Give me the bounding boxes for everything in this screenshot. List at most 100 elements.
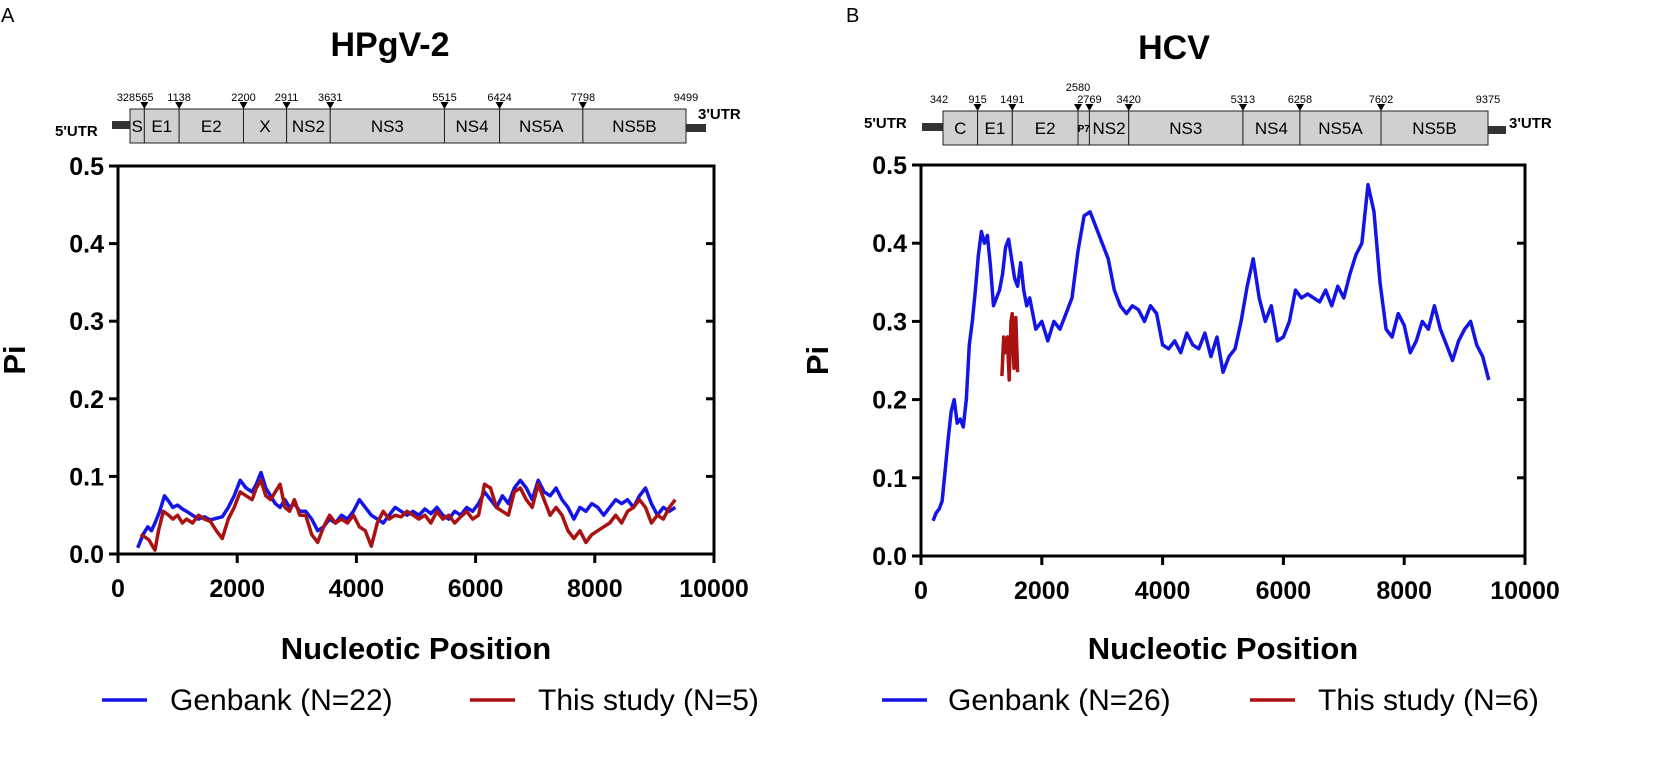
gene-label: NS5A — [1318, 119, 1363, 138]
legend: Genbank (N=26) This study (N=6) — [882, 684, 1539, 717]
y-tick-label: 0.3 — [69, 308, 104, 336]
axes: 0.0 0.1 0.2 0.3 0.4 0.5 0 2000 4000 6000 8000 10000… — [0, 153, 749, 666]
gene-label: C — [954, 119, 966, 138]
position-marker — [495, 102, 504, 109]
gene-segment — [1299, 110, 1382, 146]
y-tick-label: 0.1 — [69, 463, 104, 491]
x-axis-label: Nucleotic Position — [281, 631, 551, 666]
position-label: 3631 — [318, 92, 342, 104]
gene-segment — [1242, 110, 1301, 146]
position-marker — [1008, 104, 1017, 111]
legend-label: This study (N=5) — [538, 684, 759, 717]
position-label: 5515 — [432, 92, 456, 104]
position-label: 328 — [117, 92, 135, 104]
utr3-bar — [1488, 126, 1506, 134]
gene-label: NS5B — [612, 117, 656, 136]
y-tick-label: 0.4 — [69, 231, 104, 259]
position-marker — [1238, 104, 1247, 111]
position-marker — [1124, 104, 1133, 111]
utr3-label: 3'UTR — [698, 106, 741, 123]
panel-letter: A — [1, 5, 15, 27]
x-tick-label: 8000 — [1376, 577, 1432, 605]
y-axis-label: Pi — [800, 346, 835, 375]
x-tick-label: 2000 — [209, 575, 265, 603]
x-tick-label: 0 — [111, 575, 125, 603]
series-line-this-study — [139, 478, 677, 552]
x-axis-label: Nucleotic Position — [1088, 631, 1358, 666]
position-label: 6258 — [1288, 94, 1312, 106]
legend-label: Genbank (N=22) — [170, 684, 393, 717]
x-tick-label: 4000 — [1135, 577, 1191, 605]
x-tick-label: 10000 — [679, 575, 749, 603]
gene-segment — [582, 108, 687, 144]
utr3-label: 3'UTR — [1509, 115, 1552, 132]
y-tick-label: 0.2 — [69, 386, 104, 414]
y-tick-label: 0.2 — [872, 387, 907, 415]
series-lines — [136, 470, 677, 552]
position-label: 565 — [135, 92, 153, 104]
series-line-this-study — [1000, 311, 1020, 382]
gene-label: P7 — [1078, 124, 1091, 135]
gene-segment — [977, 110, 1013, 146]
position-marker — [140, 102, 149, 109]
position-label: 7602 — [1369, 94, 1393, 106]
chart-title: HCV — [1138, 29, 1210, 67]
gene-label: E2 — [201, 117, 222, 136]
gene-label: NS2 — [292, 117, 325, 136]
gene-label: S — [132, 117, 143, 136]
position-marker — [440, 102, 449, 109]
gene-segment — [242, 108, 288, 144]
position-marker — [326, 102, 335, 109]
gene-segment — [1128, 110, 1244, 146]
x-tick-label: 6000 — [1256, 577, 1312, 605]
plot-frame — [919, 163, 1527, 558]
gene-segment — [1380, 110, 1489, 146]
position-label: 2769 — [1077, 94, 1101, 106]
utr5-bar — [922, 123, 943, 131]
position-marker — [1295, 104, 1304, 111]
position-label: 5313 — [1231, 94, 1255, 106]
gene-label: NS4 — [1255, 119, 1288, 138]
gene-label: NS3 — [371, 117, 404, 136]
position-marker — [282, 102, 291, 109]
y-tick-label: 0.5 — [872, 152, 907, 180]
y-tick-label: 0.4 — [872, 230, 907, 258]
legend-label: Genbank (N=26) — [948, 684, 1171, 717]
gene-label: NS2 — [1093, 119, 1126, 138]
position-label: 3420 — [1116, 94, 1140, 106]
gene-segment — [143, 108, 180, 144]
gene-label: E1 — [985, 119, 1006, 138]
chart-title: HPgV-2 — [330, 26, 449, 64]
gene-segment — [178, 108, 244, 144]
axes: 0.0 0.1 0.2 0.3 0.4 0.5 0 2000 4000 6000 8000 10000… — [800, 152, 1560, 666]
position-label: 915 — [968, 94, 986, 106]
x-tick-label: 8000 — [567, 575, 623, 603]
gene-label: NS5B — [1412, 119, 1456, 138]
utr3-bar — [686, 124, 706, 132]
gene-label: E1 — [151, 117, 172, 136]
position-label: 2580 — [1066, 82, 1090, 94]
gene-segment — [1088, 110, 1130, 146]
y-tick-label: 0.3 — [872, 308, 907, 336]
y-tick-label: 0.1 — [872, 465, 907, 493]
legend-label: This study (N=6) — [1318, 684, 1539, 717]
position-label: 2911 — [275, 92, 299, 104]
position-label: 9499 — [674, 92, 698, 104]
gene-segment — [286, 108, 331, 144]
gene-segment — [329, 108, 445, 144]
genome-map: 5'UTR 3'UTR S E1 E2 X NS2 NS3 NS4 NS5A NS5B 328 565 1… — [55, 92, 741, 144]
position-marker — [1074, 104, 1083, 111]
position-marker — [1377, 104, 1386, 111]
utr5-bar — [112, 121, 130, 129]
panel-letter: B — [846, 5, 859, 27]
gene-label: NS3 — [1169, 119, 1202, 138]
position-marker — [578, 102, 587, 109]
series-lines — [931, 182, 1491, 522]
legend: Genbank (N=22) This study (N=5) — [102, 684, 759, 717]
series-line-genbank — [931, 182, 1491, 522]
x-tick-label: 6000 — [448, 575, 504, 603]
y-tick-label: 0.0 — [872, 543, 907, 571]
position-label: 2200 — [231, 92, 255, 104]
utr5-label: 5'UTR — [864, 115, 907, 132]
